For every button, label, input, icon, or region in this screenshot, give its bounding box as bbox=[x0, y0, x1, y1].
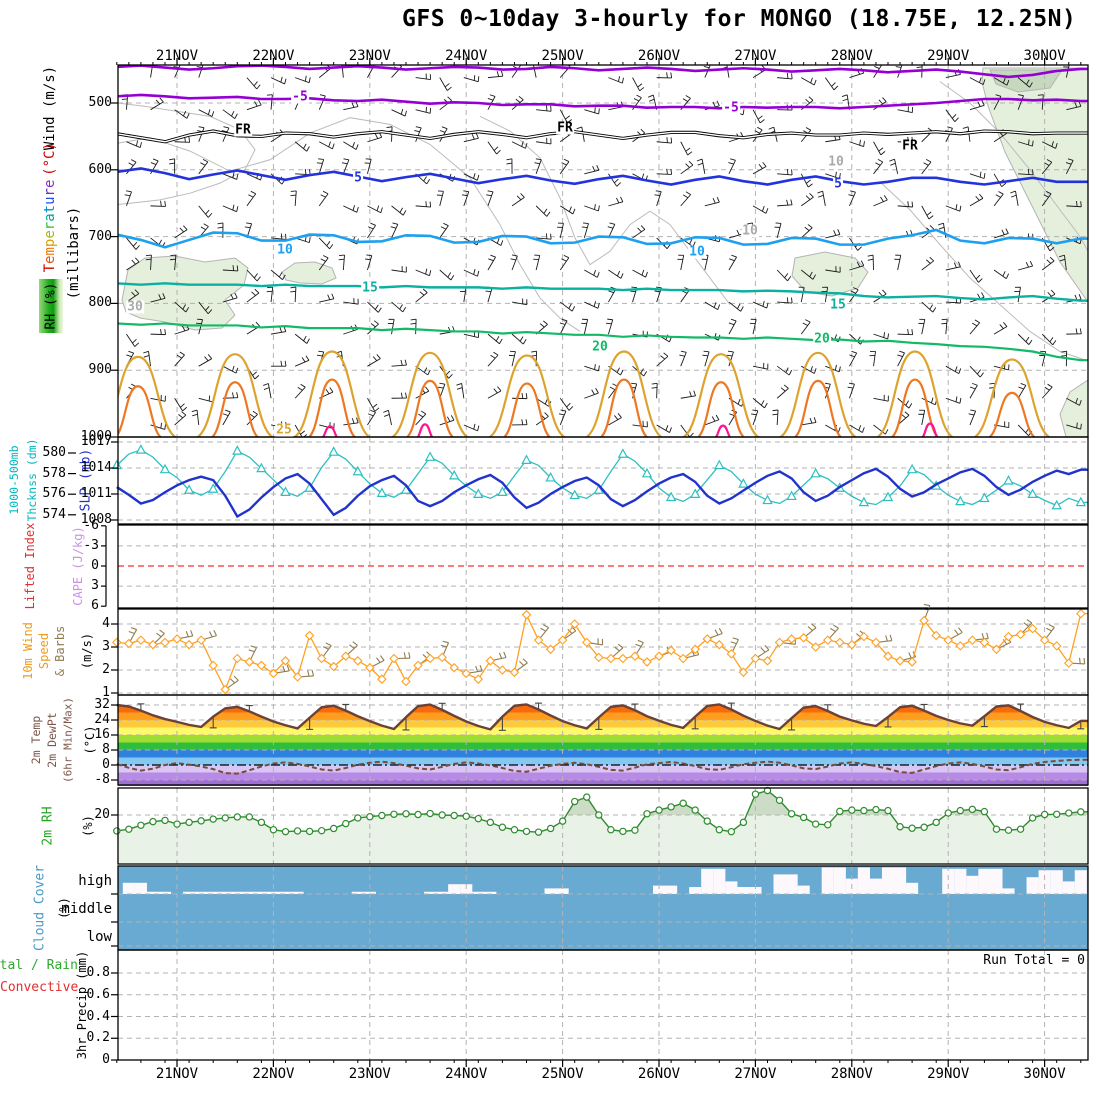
t2m-y-tick-label: 24 bbox=[94, 712, 110, 727]
x-axis-day-label-top: 21NOV bbox=[155, 48, 199, 64]
precip-y-tick-label: 0.4 bbox=[86, 1008, 110, 1024]
wind10m-y-tick-label: 4 bbox=[102, 616, 110, 631]
p1-y-tick-label: 700 bbox=[88, 228, 112, 244]
wind10m-y-tick-label: 3 bbox=[102, 639, 110, 654]
contour-label: 10 bbox=[276, 242, 294, 258]
precip-total-label: Total / Rain bbox=[0, 958, 78, 973]
li-y-tick-label: 6 bbox=[91, 598, 99, 614]
x-axis-day-label-bottom: 28NOV bbox=[830, 1066, 873, 1082]
p1-y-tick-label: 500 bbox=[88, 95, 112, 110]
precip-y-tick-label: 0 bbox=[102, 1052, 110, 1067]
p1-y-tick-label: 600 bbox=[88, 161, 112, 177]
slp-y-tick-label: 1017 bbox=[80, 434, 112, 449]
precip-y-tick-label: 0.8 bbox=[86, 965, 110, 980]
contour-label: 10 bbox=[741, 223, 759, 239]
t2m-y-tick-label: 16 bbox=[94, 727, 110, 742]
x-axis-day-label-bottom: 25NOV bbox=[541, 1066, 584, 1082]
x-axis-day-label-top: 26NOV bbox=[637, 48, 681, 64]
contour-label: 5 bbox=[353, 170, 363, 186]
x-axis-day-label-top: 29NOV bbox=[927, 48, 970, 64]
contour-label: 15 bbox=[829, 297, 847, 313]
x-axis-day-label-top: 25NOV bbox=[541, 48, 584, 64]
precip-y-tick-label: 0.6 bbox=[86, 986, 110, 1002]
x-axis-day-label-top: 27NOV bbox=[734, 48, 777, 64]
contour-label: 10 bbox=[827, 154, 845, 170]
cloud-row-label: high bbox=[78, 873, 112, 889]
t2m-y-tick-label: 0 bbox=[102, 757, 110, 772]
thickness-y-tick-label: 574 bbox=[42, 506, 66, 522]
x-axis-day-label-bottom: 27NOV bbox=[734, 1066, 777, 1082]
x-axis-day-label-top: 28NOV bbox=[830, 48, 873, 64]
page-title: GFS 0~10day 3-hourly for MONGO (18.75E, … bbox=[402, 6, 1077, 32]
li-y-tick-label: -6 bbox=[83, 517, 99, 533]
x-axis-day-label-bottom: 26NOV bbox=[637, 1066, 681, 1082]
contour-label: FR bbox=[556, 120, 574, 136]
contour-label: 5 bbox=[833, 176, 843, 192]
thickness-y-tick-label: 578 bbox=[42, 465, 66, 481]
li-y-tick-label: 0 bbox=[91, 558, 99, 573]
li-y-tick-label: -3 bbox=[83, 537, 99, 553]
run-total-annotation: Run Total = 0 bbox=[983, 953, 1085, 968]
slp-y-tick-label: 1008 bbox=[80, 512, 112, 527]
contour-label: 20 bbox=[591, 339, 609, 355]
cloud-row-label: low bbox=[86, 929, 112, 945]
contour-label: 15 bbox=[361, 280, 379, 296]
wind10m-y-tick-label: 1 bbox=[102, 685, 110, 700]
x-axis-day-label-bottom: 21NOV bbox=[155, 1066, 199, 1082]
contour-label: FR bbox=[901, 138, 919, 154]
rh-axis-chip: RH (%) bbox=[39, 279, 63, 333]
p1-y-tick-label: 900 bbox=[88, 362, 112, 378]
contour-label: 25 bbox=[275, 422, 293, 438]
x-axis-day-label-bottom: 23NOV bbox=[348, 1066, 391, 1082]
contour-label: 20 bbox=[813, 331, 831, 347]
slp-y-tick-label: 1011 bbox=[80, 486, 112, 501]
t2m-y-tick-label: -8 bbox=[94, 772, 110, 787]
precip-y-tick-label: 0.2 bbox=[86, 1030, 110, 1046]
wind10m-y-tick-label: 2 bbox=[102, 662, 110, 677]
x-axis-day-label-bottom: 30NOV bbox=[1023, 1066, 1066, 1082]
precip-convective-label: Convective bbox=[0, 980, 79, 995]
rh2m-y-tick-label: 20 bbox=[94, 807, 110, 822]
x-axis-day-label-bottom: 22NOV bbox=[252, 1066, 295, 1082]
contour-label: -5 bbox=[722, 100, 740, 116]
contour-label: 30 bbox=[126, 299, 144, 315]
x-axis-day-label-top: 30NOV bbox=[1023, 48, 1066, 64]
cloud-row-label: middle bbox=[61, 901, 112, 917]
contour-label: FR bbox=[234, 122, 252, 138]
x-axis-day-label-bottom: 24NOV bbox=[445, 1066, 488, 1082]
contour-label: -5 bbox=[291, 89, 309, 105]
t2m-y-tick-label: 32 bbox=[94, 697, 110, 712]
x-axis-day-label-top: 23NOV bbox=[348, 48, 391, 64]
x-axis-day-label-top: 24NOV bbox=[445, 48, 488, 64]
p1-y-tick-label: 1000 bbox=[80, 429, 112, 444]
t2m-y-tick-label: 8 bbox=[102, 742, 110, 757]
contour-label: 10 bbox=[688, 244, 706, 260]
p1-y-tick-label: 800 bbox=[88, 295, 112, 311]
thickness-y-tick-label: 580 bbox=[42, 445, 66, 460]
thickness-y-tick-label: 576 bbox=[42, 486, 66, 502]
x-axis-day-label-bottom: 29NOV bbox=[927, 1066, 970, 1082]
x-axis-day-label-top: 22NOV bbox=[252, 48, 295, 64]
li-y-tick-label: 3 bbox=[91, 578, 99, 594]
slp-y-tick-label: 1014 bbox=[80, 460, 112, 475]
